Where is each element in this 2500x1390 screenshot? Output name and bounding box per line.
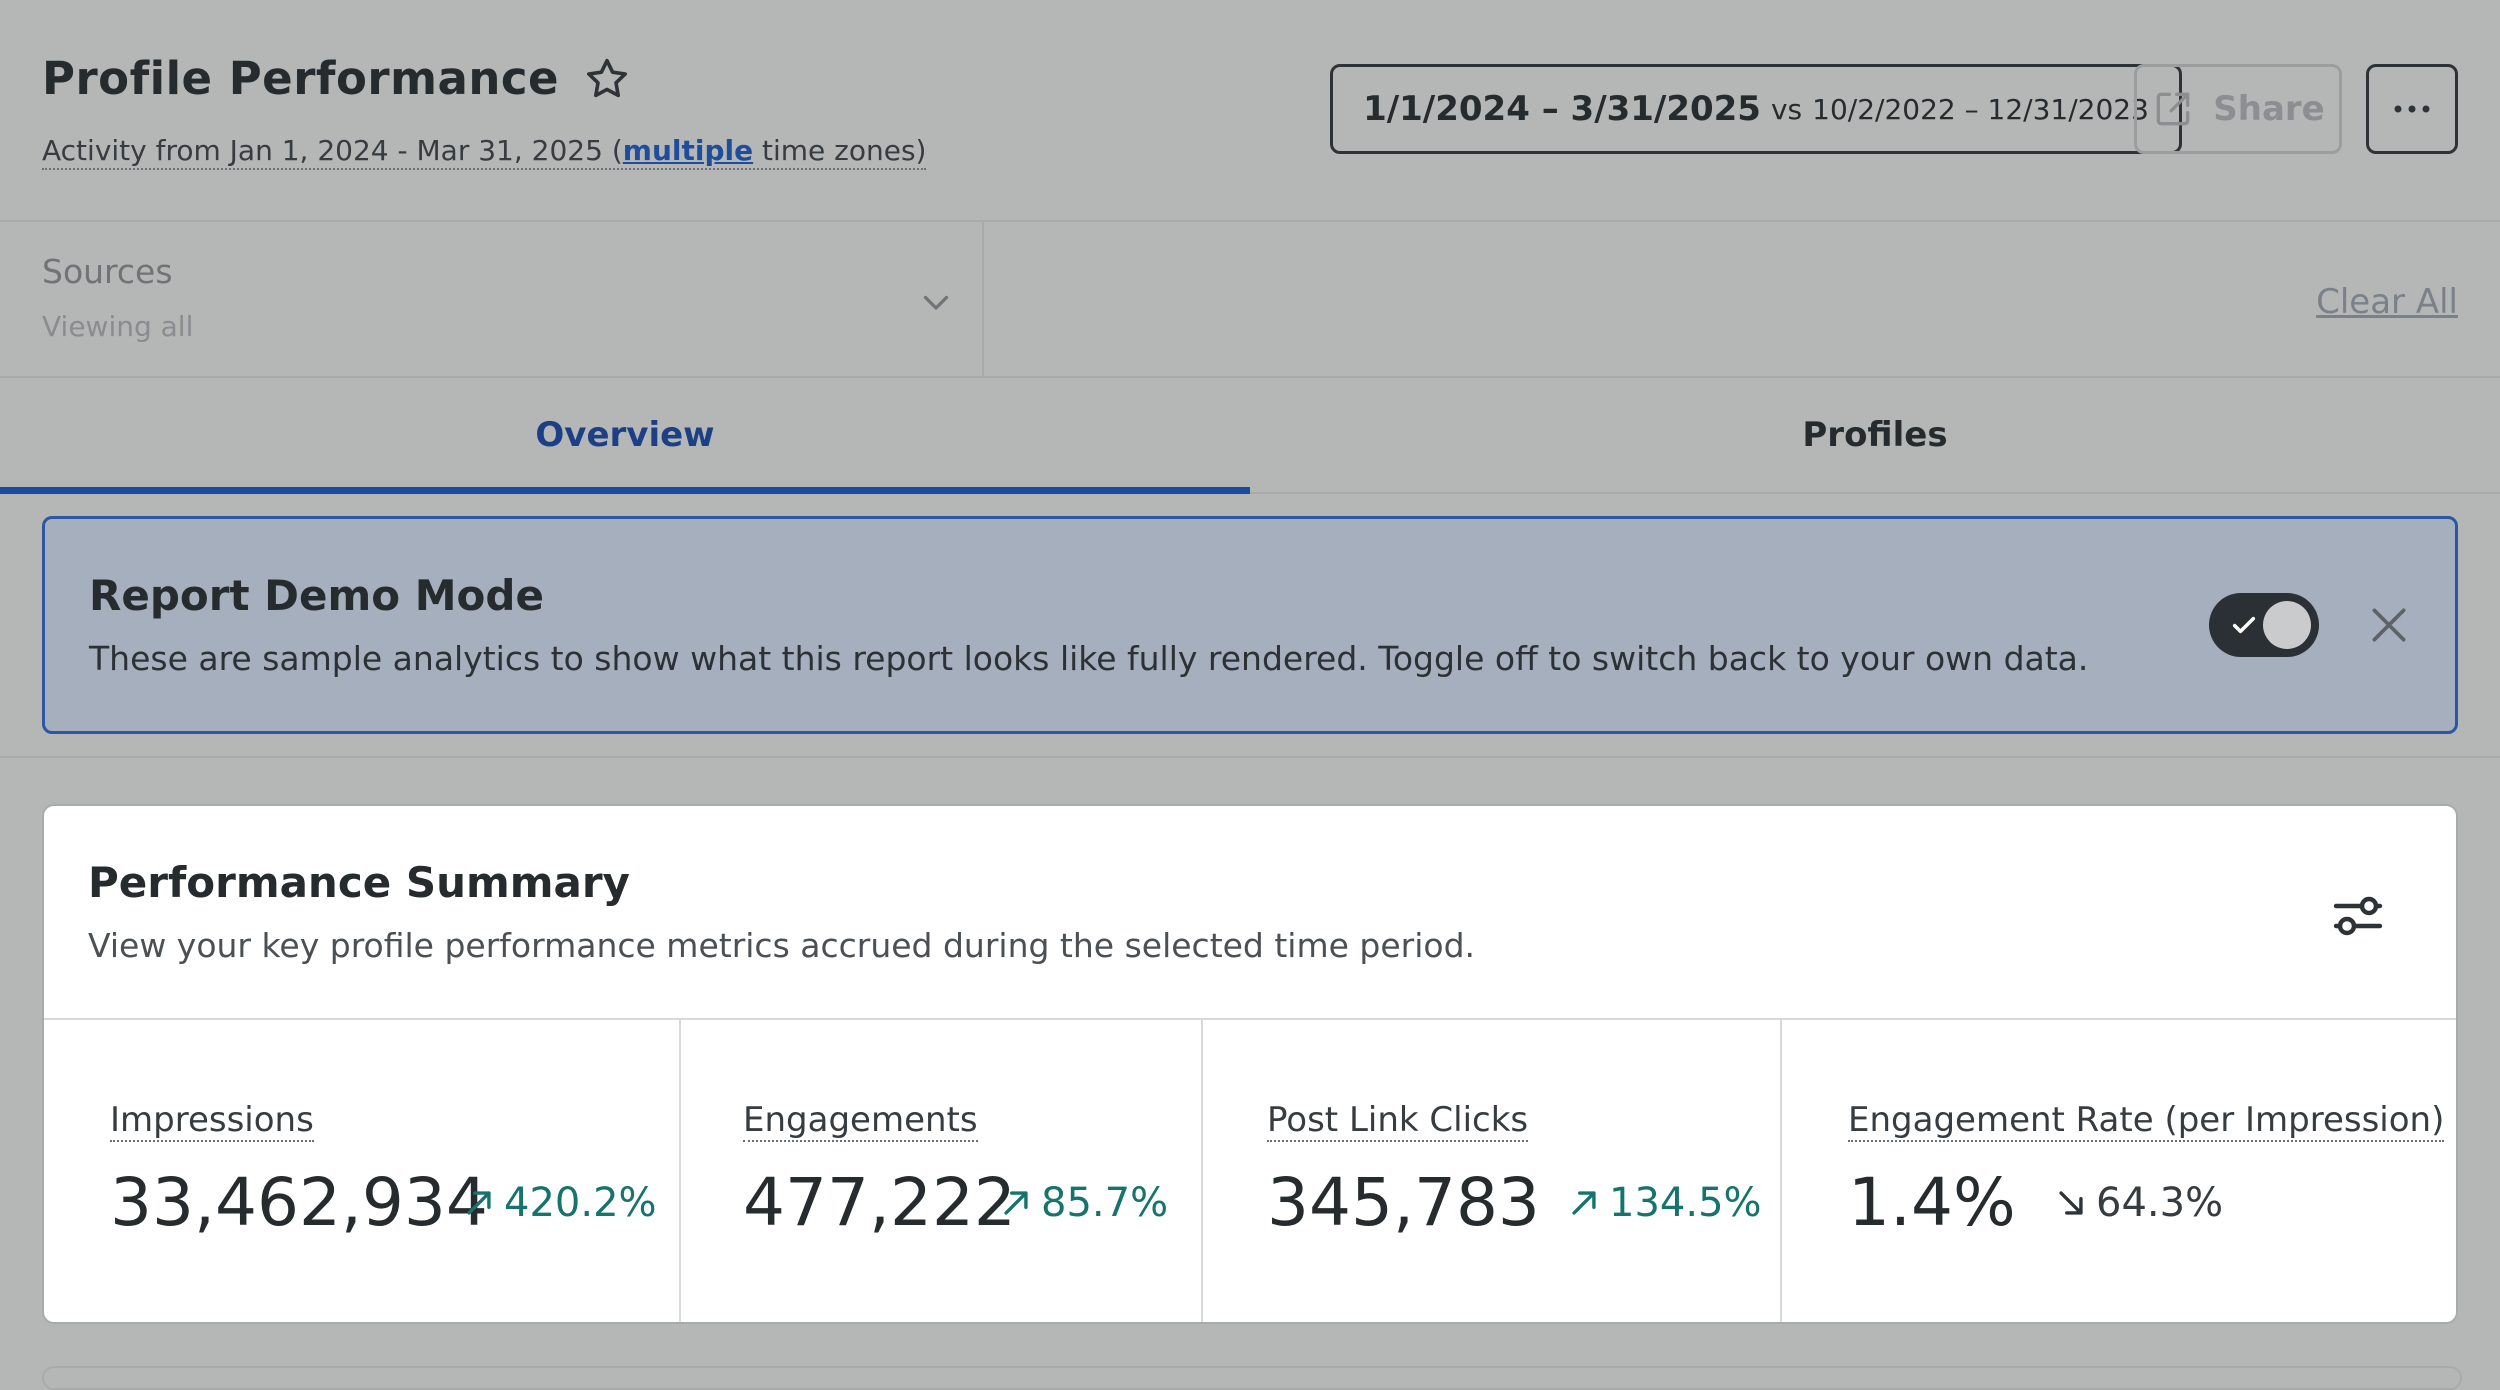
chevron-down-icon: [923, 295, 949, 310]
metric-impressions: Impressions 33,462,934 420.2%: [44, 1020, 681, 1322]
toggle-knob: [2263, 601, 2311, 649]
sources-label: Sources: [42, 252, 173, 291]
arrow-up-right-icon: [467, 1191, 491, 1215]
metric-value: 33,462,934: [110, 1164, 488, 1241]
summary-description: View your key profile performance metric…: [88, 926, 1476, 965]
next-card-edge: [42, 1366, 2462, 1390]
metric-label[interactable]: Impressions: [110, 1100, 314, 1142]
vs-label: vs: [1770, 92, 1803, 126]
summary-title: Performance Summary: [88, 858, 630, 907]
clear-all-link[interactable]: Clear All: [2316, 282, 2458, 322]
filter-bar: Sources Viewing all Clear All: [0, 222, 2500, 378]
activity-subtitle: Activity from Jan 1, 2024 - Mar 31, 2025…: [42, 134, 927, 170]
activity-prefix: Activity from Jan 1, 2024 - Mar 31, 2025…: [42, 134, 623, 167]
summary-divider: [44, 1018, 2456, 1020]
metric-change-value: 420.2%: [504, 1180, 657, 1226]
sources-filter[interactable]: Sources Viewing all: [0, 222, 984, 376]
compare-range: 10/2/2022 – 12/31/2023: [1812, 92, 2149, 126]
tab-profiles[interactable]: Profiles: [1802, 415, 1948, 455]
metric-label[interactable]: Post Link Clicks: [1267, 1100, 1529, 1142]
metric-engagements: Engagements 477,222 85.7%: [681, 1020, 1203, 1322]
metric-post-link-clicks: Post Link Clicks 345,783 134.5%: [1203, 1020, 1782, 1322]
share-icon: [2156, 92, 2190, 126]
more-options-button[interactable]: [2366, 64, 2458, 154]
performance-summary-card: Performance Summary View your key profil…: [42, 804, 2458, 1324]
metric-change-value: 64.3%: [2096, 1180, 2224, 1226]
star-icon[interactable]: [583, 55, 631, 103]
tab-overview[interactable]: Overview: [0, 378, 1250, 494]
tab-bar: Overview Profiles: [0, 378, 2500, 494]
share-label: Share: [2213, 89, 2325, 129]
demo-mode-banner: Report Demo Mode These are sample analyt…: [42, 516, 2458, 734]
demo-mode-description: These are sample analytics to show what …: [89, 639, 2089, 678]
section-divider: [0, 756, 2500, 758]
arrow-down-right-icon: [2059, 1191, 2083, 1215]
title-row: Profile Performance: [42, 52, 631, 105]
check-icon: [2232, 616, 2256, 634]
metric-change-value: 85.7%: [1041, 1180, 1169, 1226]
metric-change: 85.7%: [999, 1180, 1168, 1226]
date-range-button[interactable]: 1/1/2024 – 3/31/2025 vs 10/2/2022 – 12/3…: [1330, 64, 2182, 154]
metric-label[interactable]: Engagements: [743, 1100, 978, 1142]
share-button[interactable]: Share: [2134, 64, 2342, 154]
demo-mode-toggle[interactable]: [2209, 593, 2319, 657]
close-icon[interactable]: [2367, 603, 2411, 647]
metric-value: 345,783: [1267, 1164, 1540, 1241]
arrow-up-right-icon: [1572, 1191, 1596, 1215]
demo-mode-title: Report Demo Mode: [89, 571, 544, 620]
arrow-up-right-icon: [1004, 1191, 1028, 1215]
date-range: 1/1/2024 – 3/31/2025: [1363, 89, 1761, 129]
metric-change: 64.3%: [2054, 1180, 2223, 1226]
settings-icon[interactable]: [2330, 888, 2386, 944]
metric-value: 1.4%: [1848, 1164, 2016, 1241]
activity-suffix: time zones): [753, 134, 927, 167]
more-icon: [2394, 105, 2430, 113]
metric-change: 134.5%: [1567, 1180, 1762, 1226]
page-title: Profile Performance: [42, 52, 560, 105]
multiple-timezones-link[interactable]: multiple: [622, 134, 754, 167]
metric-change-value: 134.5%: [1609, 1180, 1762, 1226]
metric-value: 477,222: [743, 1164, 1016, 1241]
page-header: Profile Performance Activity from Jan 1,…: [0, 0, 2500, 222]
metric-change: 420.2%: [462, 1180, 657, 1226]
metric-engagement-rate: Engagement Rate (per Impression) 1.4% 64…: [1782, 1020, 2456, 1322]
sources-value: Viewing all: [42, 310, 194, 343]
metric-label[interactable]: Engagement Rate (per Impression): [1848, 1100, 2445, 1142]
